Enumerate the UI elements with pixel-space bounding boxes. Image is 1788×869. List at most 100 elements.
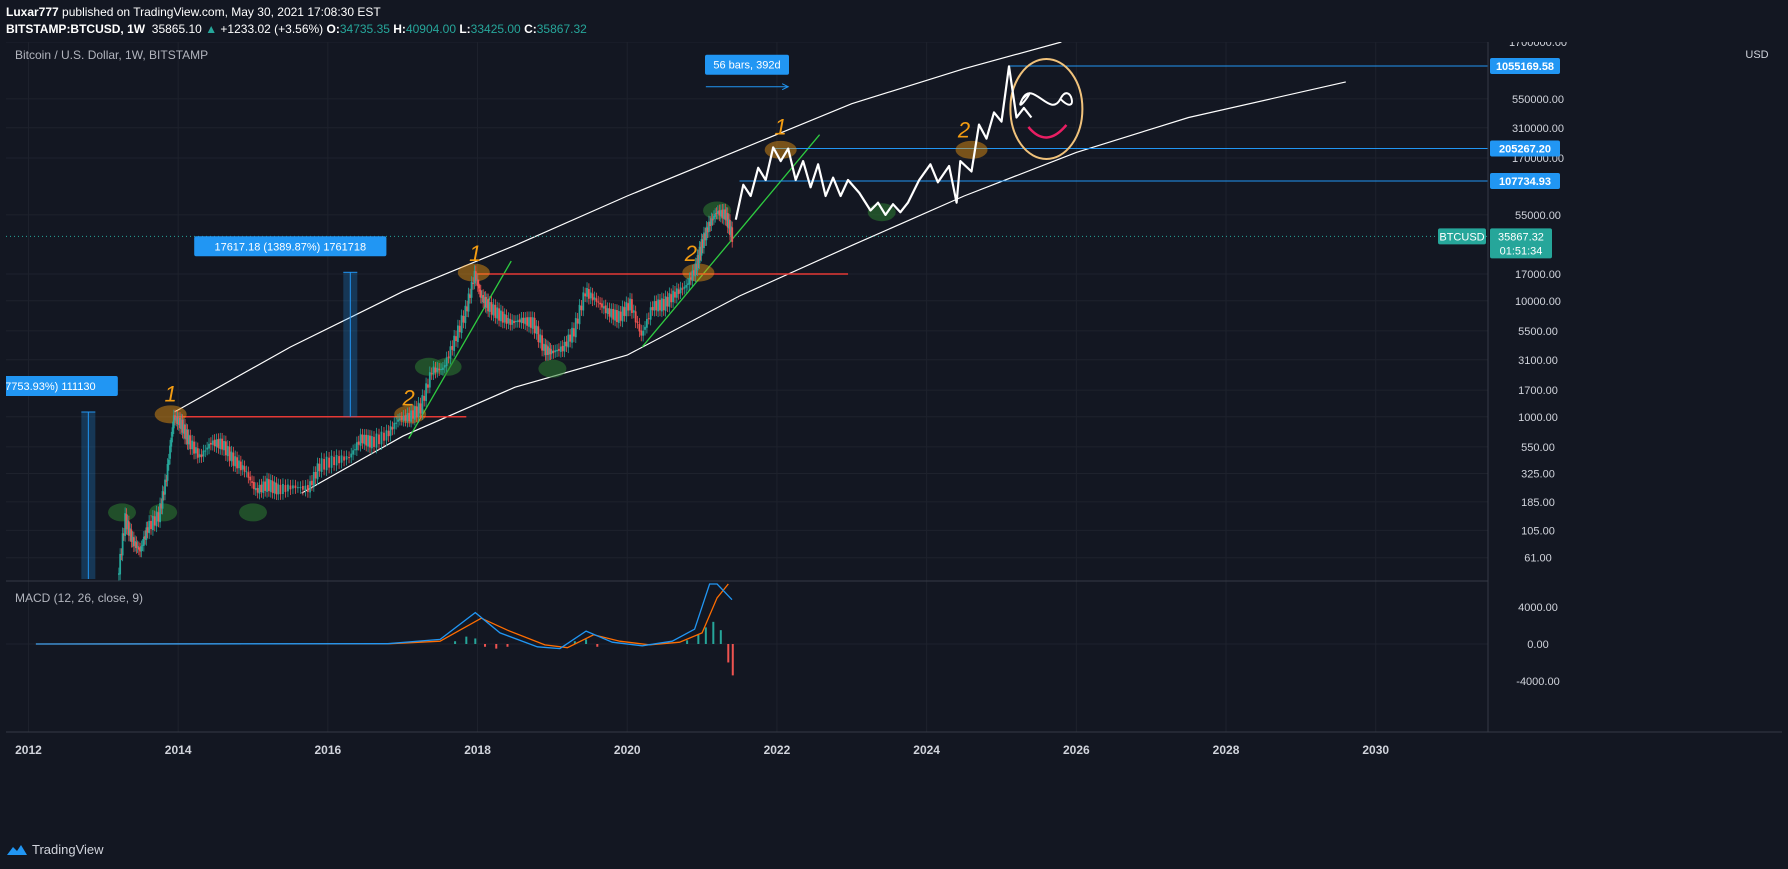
price-candle <box>612 308 615 320</box>
macd-histogram-bar <box>731 644 734 676</box>
price-candle <box>410 410 413 422</box>
macd-tick-label: 0.00 <box>1527 639 1548 651</box>
y-tick-label: 185.00 <box>1521 497 1555 509</box>
price-candle <box>282 483 284 495</box>
price-candle <box>666 297 669 307</box>
price-candle <box>195 447 197 454</box>
price-candle <box>316 463 319 480</box>
tradingview-logo-icon[interactable] <box>6 843 28 857</box>
chart-area[interactable]: 1111.30 (7753.93%) 111130 17617.18 (1389.… <box>0 37 1782 832</box>
price-candle <box>182 424 185 434</box>
price-candle <box>627 303 630 311</box>
chart-svg[interactable]: 1111.30 (7753.93%) 111130 17617.18 (1389.… <box>0 37 1782 832</box>
price-candle <box>230 451 233 462</box>
orange-highlight <box>955 140 988 159</box>
price-candle <box>174 415 176 420</box>
publisher-name[interactable]: Luxar777 <box>6 5 59 19</box>
y-tick-label: 325.00 <box>1521 468 1555 480</box>
price-candle <box>131 536 134 542</box>
infinity-doodle-icon <box>1019 92 1073 106</box>
price-candle <box>427 384 429 388</box>
price-candle <box>511 319 514 325</box>
price-candle <box>150 520 152 530</box>
x-tick-label: 2020 <box>614 743 641 757</box>
price-series[interactable] <box>117 65 1033 581</box>
chart-title: Bitcoin / U.S. Dollar, 1W, BITSTAMP <box>15 48 208 62</box>
price-candle <box>200 454 203 458</box>
price-candle <box>492 304 495 316</box>
price-candle <box>136 546 139 548</box>
price-candle <box>129 528 132 536</box>
footer-brand[interactable]: TradingView <box>32 842 104 857</box>
price-candle <box>355 442 358 451</box>
price-candle <box>125 513 128 529</box>
price-candle <box>238 460 240 469</box>
price-candle <box>716 211 719 214</box>
price-candle <box>155 511 158 527</box>
price-candle <box>726 213 729 228</box>
grid <box>6 41 1488 732</box>
price-candle <box>157 512 160 522</box>
price-candle <box>277 484 280 495</box>
price-candle <box>357 441 360 445</box>
price-candle <box>640 330 643 336</box>
x-tick-label: 2028 <box>1213 743 1240 757</box>
price-candle <box>500 310 502 322</box>
price-candle <box>397 419 399 422</box>
close-value: 35867.32 <box>536 22 587 36</box>
price-candle <box>297 487 299 489</box>
price-candle <box>721 209 724 218</box>
last-price-countdown: 01:51:34 <box>1500 245 1543 257</box>
price-candle <box>328 457 330 468</box>
price-candle <box>554 350 557 353</box>
price-candle <box>688 278 691 285</box>
price-candle <box>518 319 521 323</box>
price-candle <box>655 301 658 311</box>
y-tick-label: 1700.00 <box>1518 385 1558 397</box>
price-candle <box>602 306 605 309</box>
macd-histogram-bar <box>484 644 487 647</box>
price-candle <box>569 334 572 342</box>
price-candle <box>148 520 151 534</box>
price-candle <box>375 433 378 448</box>
high-label: H: <box>393 22 406 36</box>
price-candle <box>145 527 148 540</box>
price-candle <box>169 445 171 459</box>
price-candle <box>294 485 297 489</box>
price-candle <box>606 308 609 315</box>
h-level-label: 1055169.58 <box>1496 61 1554 73</box>
price-candle <box>245 471 248 473</box>
price-candle <box>119 553 122 575</box>
price-candle <box>383 432 385 441</box>
price-candle <box>545 345 548 356</box>
symbol-name[interactable]: BITSTAMP:BTCUSD, 1W <box>6 22 146 36</box>
h-level-label: 107734.93 <box>1499 176 1551 188</box>
y-tick-label: 1000.00 <box>1518 412 1558 424</box>
price-candle <box>621 306 624 322</box>
price-candle <box>513 320 515 324</box>
price-candle <box>279 484 282 495</box>
price-candle <box>275 482 278 495</box>
price-candle <box>206 447 209 450</box>
price-candle <box>389 426 392 436</box>
price-candle <box>617 310 620 323</box>
date-range-arrow <box>781 83 790 91</box>
wave-label: 2 <box>684 241 697 266</box>
price-candle <box>467 293 470 312</box>
price-candle <box>247 472 250 478</box>
low-label: L: <box>459 22 471 36</box>
price-candle <box>573 328 575 337</box>
price-candle <box>714 213 717 217</box>
last-value: 35865.10 <box>151 22 202 36</box>
macd-pane[interactable] <box>35 583 734 676</box>
price-candle <box>251 481 253 483</box>
price-candle <box>189 435 192 450</box>
price-candle <box>657 299 660 312</box>
price-candle <box>584 293 587 297</box>
price-candle <box>681 288 684 290</box>
price-candle <box>132 537 135 547</box>
price-candle <box>221 438 224 450</box>
price-candle <box>380 431 383 445</box>
price-candle <box>144 536 146 539</box>
price-candle <box>488 301 491 312</box>
